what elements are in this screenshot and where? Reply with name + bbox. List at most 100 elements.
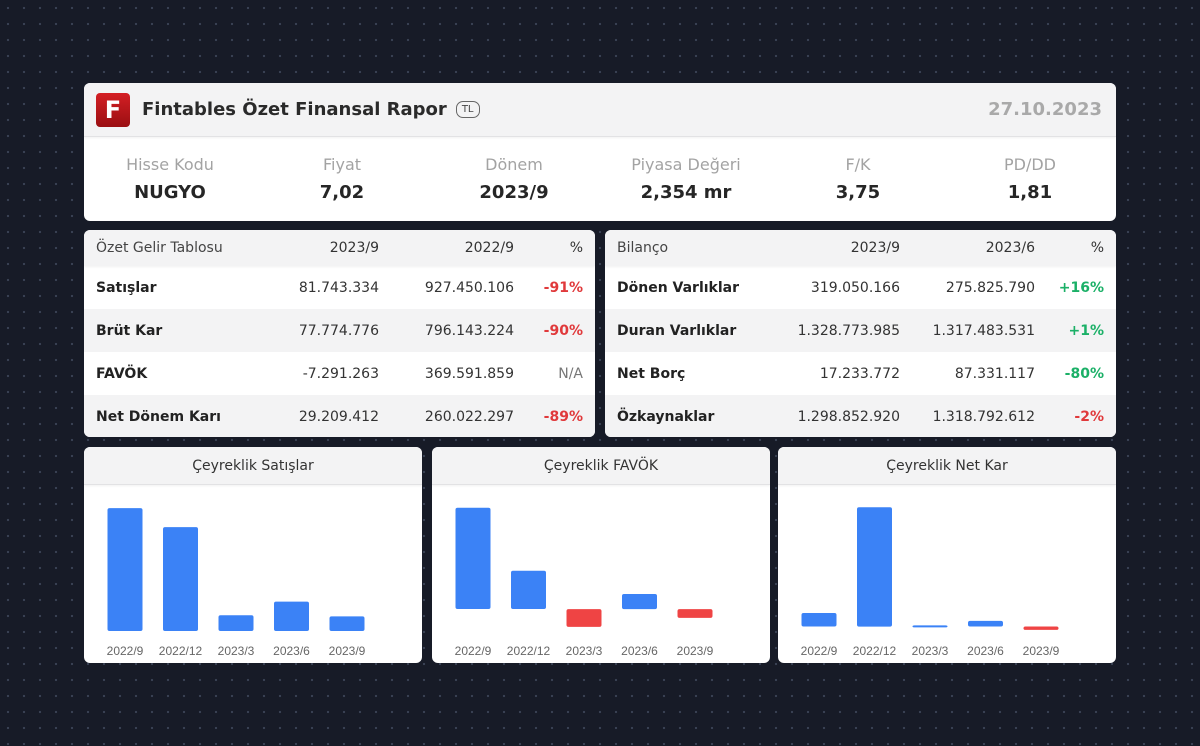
table-row: Brüt Kar 77.774.776 796.143.224 -90% [84,309,595,352]
metric-value: 2,354 mr [640,182,732,203]
table-row: Net Borç 17.233.772 87.331.117 -80% [605,352,1116,395]
quarterly-ebitda-plot: 2022/9 2022/12 2023/3 2023/6 2023/9 [455,507,714,658]
x-tick-label: 2023/9 [677,644,714,658]
column-header: 2023/9 [850,240,900,256]
metric-label: F/K [845,155,871,174]
currency-badge: TL [455,101,480,118]
chart-title: Çeyreklik Net Kar [778,447,1116,485]
cell-value: 17.233.772 [819,365,900,382]
row-label: FAVÖK [96,365,148,382]
row-label: Dönen Varlıklar [617,279,740,296]
cell-value: 275.825.790 [945,279,1035,296]
change-percent: -90% [543,322,583,339]
report-header-bar: F Fintables Özet Finansal Rapor TL 27.10… [84,83,1116,137]
quarterly-net-profit-plot: 2022/9 2022/12 2023/3 2023/6 2023/9 [801,507,1060,658]
table-header-row: Özet Gelir Tablosu 2023/9 2022/9 % [84,230,595,266]
bar-2023-3 [912,625,948,628]
metric-value: 2023/9 [479,182,549,203]
table-row: Satışlar 81.743.334 927.450.106 -91% [84,266,595,309]
x-tick-label: 2022/12 [507,644,551,658]
chart-title: Çeyreklik Satışlar [84,447,422,485]
x-tick-label: 2022/9 [455,644,492,658]
x-tick-label: 2022/12 [159,644,203,658]
bar-2022-9 [801,613,837,627]
cell-value: -7.291.263 [302,365,379,382]
change-percent: +1% [1068,322,1105,339]
x-tick-label: 2022/9 [801,644,838,658]
x-tick-label: 2023/9 [329,644,366,658]
change-percent: -89% [543,408,583,425]
row-label: Satışlar [96,279,157,296]
row-label: Duran Varlıklar [617,322,737,339]
cell-value: 927.450.106 [424,279,514,296]
chart-title: Çeyreklik FAVÖK [432,447,770,485]
cell-value: 1.317.483.531 [932,322,1035,339]
x-tick-label: 2022/12 [853,644,897,658]
table-row: Duran Varlıklar 1.328.773.985 1.317.483.… [605,309,1116,352]
table-row: FAVÖK -7.291.263 369.591.859 N/A [84,352,595,395]
metric-label: Fiyat [322,155,362,174]
cell-value: 796.143.224 [424,322,514,339]
cell-value: 1.318.792.612 [932,408,1035,425]
quarterly-sales-chart: Çeyreklik Satışlar 2022/9 2022/12 2023/3 20… [84,447,422,663]
cell-value: 29.209.412 [298,408,379,425]
x-tick-label: 2023/3 [912,644,949,658]
bar-2022-9 [107,508,143,631]
income-statement-table: Özet Gelir Tablosu 2023/9 2022/9 % Satış… [84,230,595,437]
table-row: Özkaynaklar 1.298.852.920 1.318.792.612 … [605,395,1116,437]
metric-value: 7,02 [319,182,365,203]
column-header: % [569,240,583,256]
metric-ticker: Hisse Kodu NUGYO [84,155,256,203]
quarterly-ebitda-chart: Çeyreklik FAVÖK 2022/9 2022/12 2023/3 2023/… [432,447,770,663]
bar-2023-3 [566,609,602,627]
row-label: Özkaynaklar [617,408,715,425]
report-date: 27.10.2023 [988,99,1102,120]
row-label: Brüt Kar [96,322,163,339]
balance-sheet-table: Bilanço 2023/9 2023/6 % Dönen Varlıklar … [605,230,1116,437]
column-header: 2023/9 [329,240,379,256]
bar-2023-6 [622,594,657,610]
column-header: 2023/6 [985,240,1035,256]
metric-price: Fiyat 7,02 [256,155,428,203]
metric-pe-ratio: F/K 3,75 [772,155,944,203]
row-label: Net Borç [617,365,686,382]
bar-2023-3 [218,615,254,631]
bar-2023-9 [1023,626,1059,630]
column-header: Özet Gelir Tablosu [96,240,223,256]
column-header: % [1090,240,1104,256]
bar-2022-12 [511,570,546,609]
change-percent: +16% [1058,279,1104,296]
row-label: Net Dönem Karı [96,408,221,425]
bar-2023-9 [677,609,713,618]
quarterly-net-profit-chart: Çeyreklik Net Kar 2022/9 2022/12 2023/3 202… [778,447,1116,663]
cell-value: 319.050.166 [810,279,900,296]
metric-period: Dönem 2023/9 [428,155,600,203]
x-tick-label: 2023/3 [218,644,255,658]
metric-value: 1,81 [1007,182,1053,203]
bar-2023-9 [329,616,365,631]
column-header: 2022/9 [464,240,514,256]
x-tick-label: 2022/9 [107,644,144,658]
cell-value: 369.591.859 [424,365,514,382]
bar-2022-9 [455,507,491,609]
report-header-card: F Fintables Özet Finansal Rapor TL 27.10… [84,83,1116,221]
cell-value: 87.331.117 [954,365,1035,382]
metric-value: 3,75 [835,182,881,203]
metric-label: Piyasa Değeri [631,155,741,174]
metric-label: Hisse Kodu [126,155,214,174]
table-header-row: Bilanço 2023/9 2023/6 % [605,230,1116,266]
quarterly-sales-plot: 2022/9 2022/12 2023/3 2023/6 2023/9 [107,508,366,658]
change-percent: -2% [1074,408,1104,425]
cell-value: 77.774.776 [298,322,379,339]
metric-label: PD/DD [1004,155,1056,174]
report-title: Fintables Özet Finansal Rapor [142,99,447,120]
change-percent: N/A [558,365,583,382]
cell-value: 260.022.297 [424,408,514,425]
bar-2023-6 [968,620,1003,627]
x-tick-label: 2023/6 [273,644,310,658]
cell-value: 1.298.852.920 [797,408,900,425]
x-tick-label: 2023/6 [967,644,1004,658]
key-metrics: Hisse Kodu NUGYO Fiyat 7,02 Dönem 2023/9… [84,137,1116,221]
bar-2023-6 [274,601,309,631]
change-percent: -91% [543,279,583,296]
